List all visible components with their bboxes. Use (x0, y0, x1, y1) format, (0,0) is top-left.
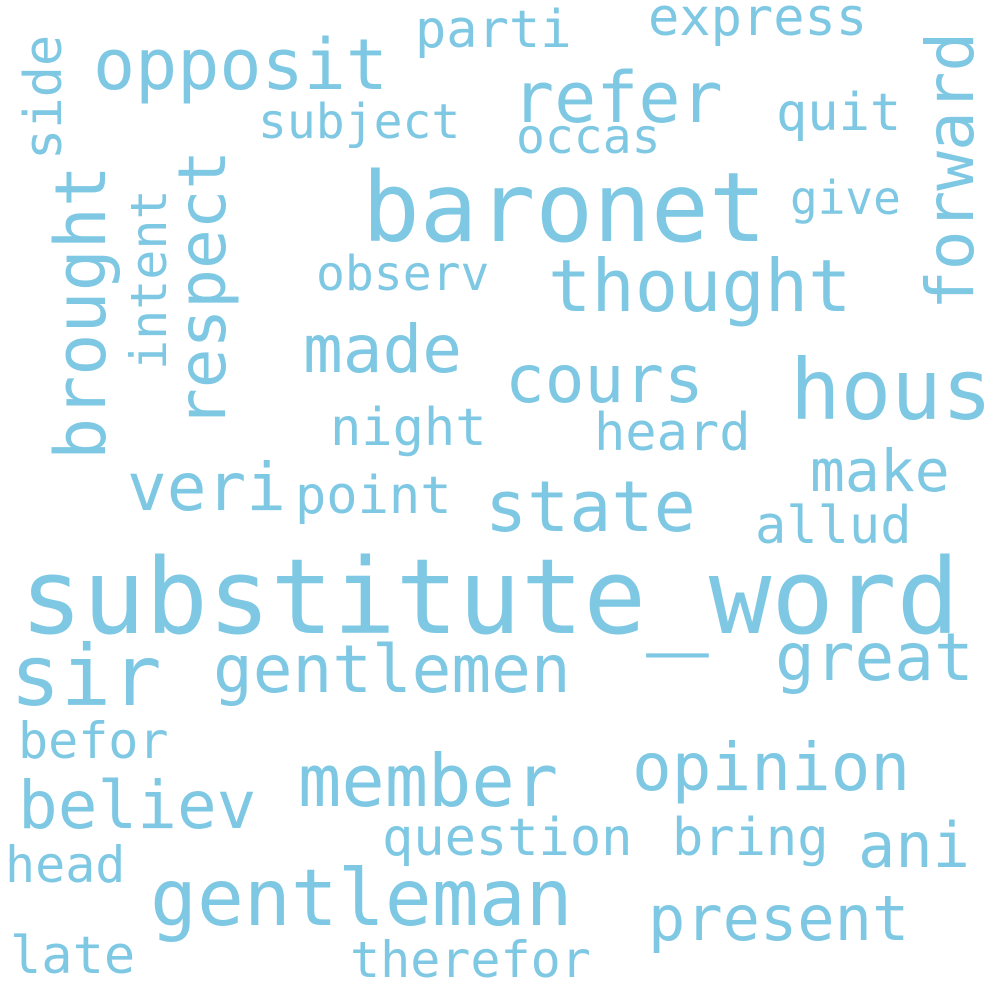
word-quit: quit (776, 83, 902, 143)
word-opposit: opposit (93, 24, 389, 106)
word-parti: parti (415, 0, 572, 60)
word-cours: cours (505, 341, 704, 418)
word-heard: heard (594, 403, 751, 463)
word-believ: believ (18, 767, 257, 844)
word-brought: brought (40, 164, 122, 460)
word-head: head (5, 836, 126, 894)
word-bring: bring (672, 808, 829, 868)
word-befor: befor (18, 712, 169, 770)
word-night: night (330, 398, 487, 458)
word-occas: occas (516, 109, 661, 165)
word-opinion: opinion (632, 729, 911, 806)
word-observ: observ (316, 246, 490, 302)
word-question: question (382, 808, 633, 868)
word-late: late (10, 926, 136, 986)
word-make: make (810, 437, 950, 505)
word-sir: sir (10, 627, 162, 725)
word-thought: thought (548, 244, 852, 328)
word-subject: subject (258, 94, 461, 150)
word-veri: veri (127, 449, 286, 526)
word-gentleman: gentleman (150, 854, 573, 944)
word-therefor: therefor (350, 931, 591, 989)
word-side: side (14, 34, 74, 160)
word-respect: respect (164, 149, 241, 428)
word-state: state (485, 466, 696, 548)
word-allud: allud (755, 496, 912, 556)
word-intent: intent (120, 189, 178, 370)
word-hous: hous (790, 341, 993, 439)
word-give: give (790, 171, 901, 225)
word-made: made (303, 311, 462, 388)
word-present: present (648, 882, 910, 955)
word-ani: ani (858, 809, 970, 882)
word-great: great (775, 619, 974, 696)
word-point: point (295, 466, 452, 526)
word-substitute-word: substitute_word (20, 536, 960, 658)
word-refer: refer (512, 57, 723, 139)
word-gentlemen: gentlemen (213, 631, 571, 708)
word-baronet: baronet (362, 152, 767, 264)
word-forward: forward (912, 31, 989, 310)
word-member: member (298, 739, 559, 823)
word-express: express (648, 0, 868, 48)
